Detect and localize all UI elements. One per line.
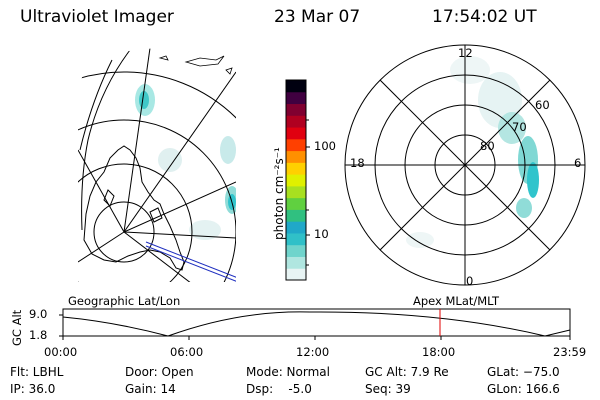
polar-lat-80: 80: [480, 139, 495, 153]
altitude-strip: [59, 308, 571, 340]
colorbar-cell: [286, 150, 306, 163]
instrument-title: Ultraviolet Imager: [20, 7, 174, 27]
colorbar-cell: [286, 162, 306, 175]
polar-lat-60: 60: [535, 98, 550, 112]
colorbar-cell: [286, 256, 306, 269]
dsp-info: Dsp: -5.0: [246, 382, 312, 396]
colorbar-tick-10: 10: [314, 227, 329, 241]
colorbar-cell: [286, 127, 306, 140]
polar-lat-70: 70: [512, 120, 527, 134]
date-label: 23 Mar 07: [274, 7, 361, 27]
polar-label-18: 18: [350, 156, 365, 170]
gc-alt-info: GC Alt: 7.9 Re: [365, 365, 449, 379]
colorbar-cell: [286, 115, 306, 128]
geo-title: Geographic Lat/Lon: [68, 294, 181, 308]
colorbar-cell: [286, 197, 306, 210]
glon-info: GLon: 166.6: [487, 382, 560, 396]
polar-label-0: 0: [466, 274, 474, 288]
seq-info: Seq: 39: [365, 382, 411, 396]
gain-info: Gain: 14: [125, 382, 176, 396]
colorbar-cell: [286, 103, 306, 116]
apex-title: Apex MLat/MLT: [413, 294, 500, 308]
strip-xtick-3: 18:00: [422, 345, 456, 359]
mode-info: Mode: Normal: [246, 365, 330, 379]
strip-ytick-top: 9.0: [29, 307, 48, 321]
colorbar: [285, 79, 310, 281]
strip-xtick-0: 00:00: [44, 345, 78, 359]
colorbar-cell: [286, 80, 306, 93]
polar-label-12: 12: [458, 46, 473, 60]
strip-ytick-bottom: 1.8: [29, 328, 48, 342]
colorbar-cell: [286, 209, 306, 222]
strip-xtick-4: 23:59: [553, 345, 587, 359]
colorbar-cell: [286, 244, 306, 257]
colorbar-cell: [286, 138, 306, 152]
strip-xtick-1: 06:00: [170, 345, 204, 359]
glat-info: GLat: −75.0: [487, 365, 560, 379]
coastline: [83, 145, 185, 271]
colorbar-cell: [286, 174, 306, 187]
polar-map: [344, 44, 586, 286]
altitude-curve: [62, 311, 571, 337]
filter-info: Flt: LBHL: [10, 365, 64, 379]
aurora-geo: [135, 84, 236, 240]
colorbar-tick-100: 100: [314, 139, 336, 153]
colorbar-unit-label: photon cm⁻²s⁻¹: [272, 147, 286, 240]
geographic-map: [78, 48, 236, 282]
ip-info: IP: 36.0: [10, 382, 56, 396]
strip-xtick-2: 12:00: [296, 345, 330, 359]
colorbar-cell: [286, 268, 306, 281]
time-label: 17:54:02 UT: [432, 7, 537, 27]
colorbar-cell: [286, 232, 306, 246]
strip-axis-label: GC Alt: [10, 309, 24, 346]
colorbar-cell: [286, 91, 306, 105]
colorbar-cell: [286, 185, 306, 199]
polar-label-6: 6: [574, 156, 582, 170]
colorbar-cell: [286, 221, 306, 234]
door-info: Door: Open: [125, 365, 194, 379]
